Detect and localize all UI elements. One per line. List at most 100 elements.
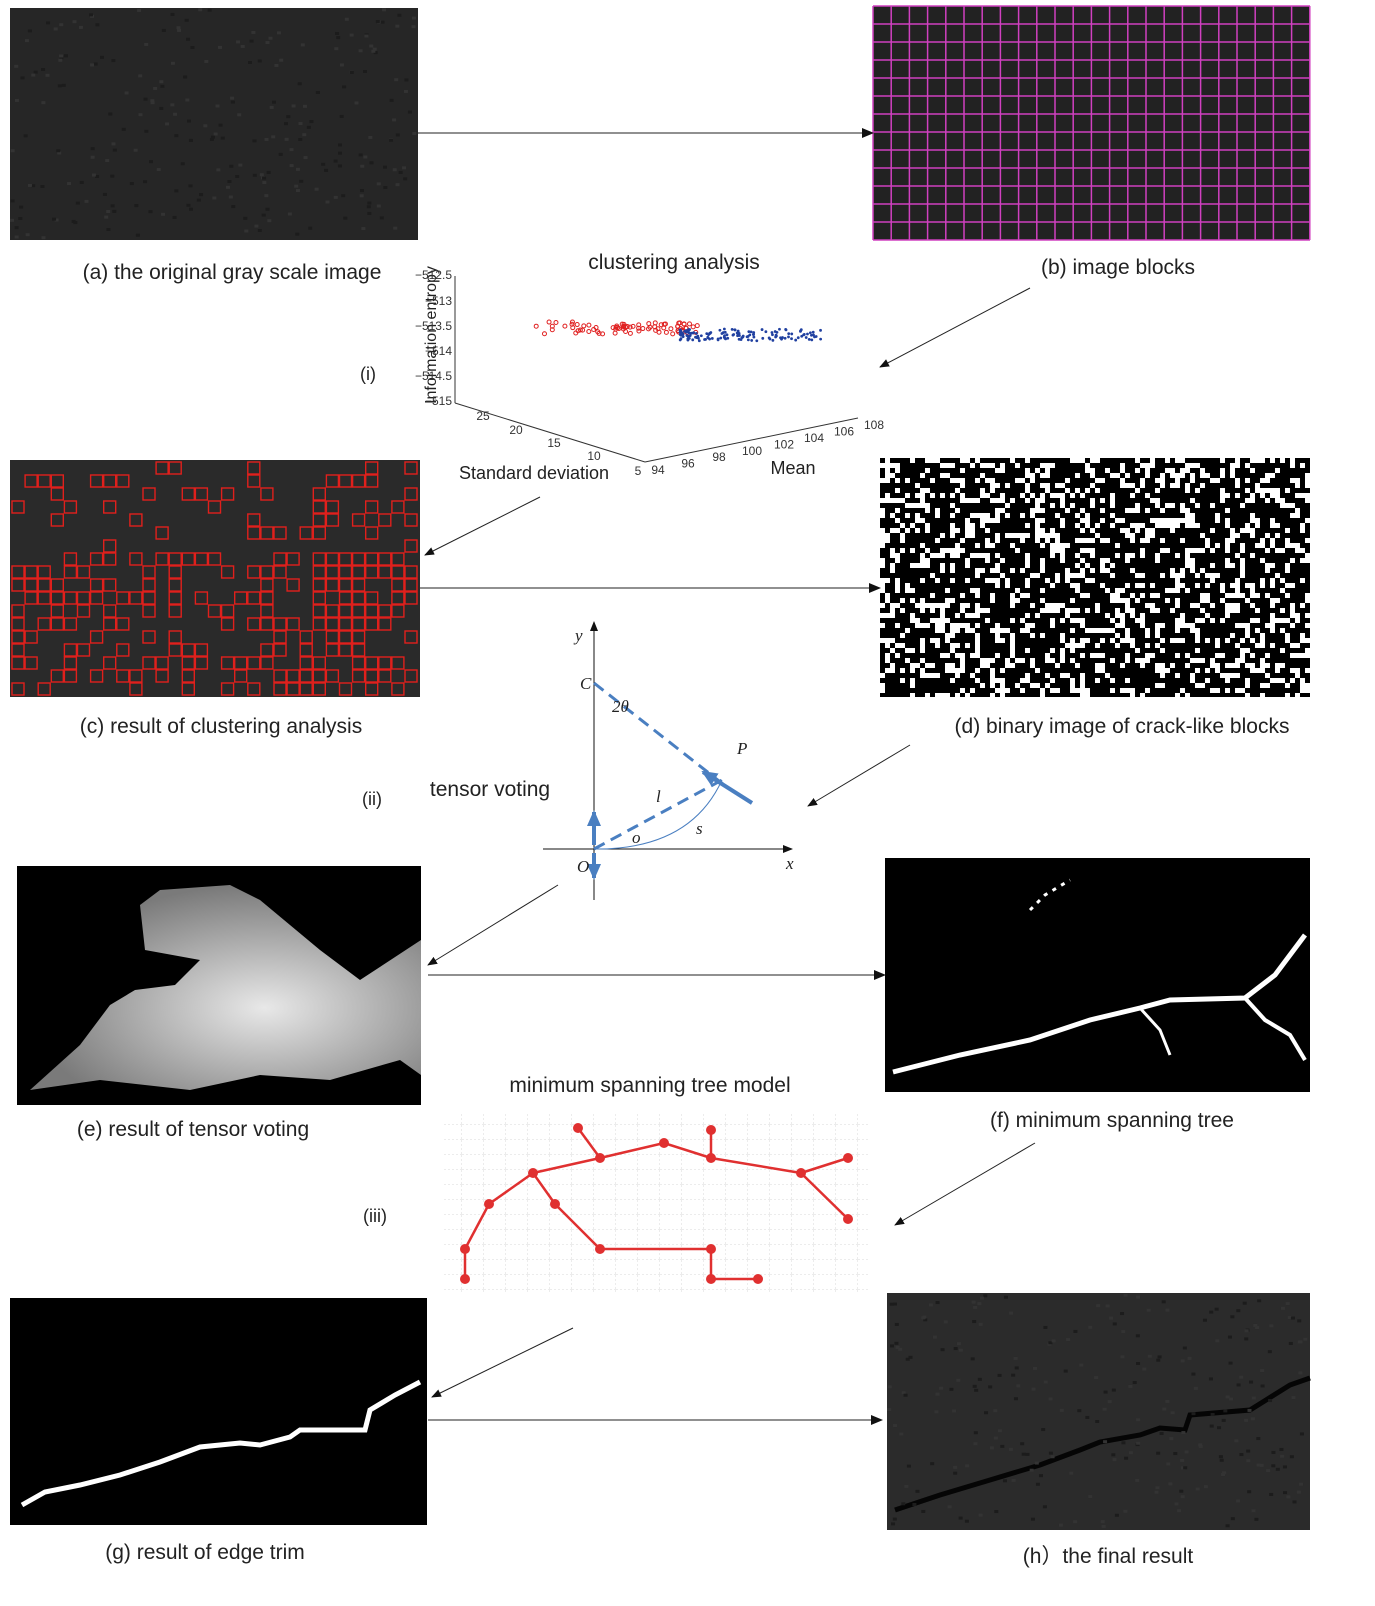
binary-pixel [935, 643, 940, 648]
binary-pixel [1215, 513, 1220, 518]
binary-pixel [1180, 573, 1185, 578]
binary-pixel [1250, 498, 1255, 503]
texture [1257, 1299, 1261, 1302]
scatter-point [680, 334, 683, 337]
texture [361, 227, 365, 230]
binary-pixel [930, 493, 935, 498]
texture [185, 19, 189, 22]
binary-pixel [900, 668, 905, 673]
binary-pixel [945, 618, 950, 623]
binary-pixel [1050, 583, 1055, 588]
binary-pixel [950, 523, 955, 528]
binary-pixel [960, 608, 965, 613]
texture [25, 39, 29, 42]
binary-pixel [1025, 583, 1030, 588]
binary-pixel [1205, 668, 1210, 673]
tree-node [460, 1274, 470, 1284]
texture [1291, 1317, 1295, 1320]
binary-pixel [945, 598, 950, 603]
texture [1101, 1520, 1105, 1523]
binary-pixel [1195, 488, 1200, 493]
scatter-point [695, 336, 698, 339]
binary-pixel [910, 613, 915, 618]
panel-clustering [10, 460, 420, 697]
texture [24, 134, 28, 137]
texture [984, 1411, 988, 1414]
texture [408, 111, 412, 114]
binary-pixel [1265, 548, 1270, 553]
texture [1060, 1409, 1064, 1412]
binary-pixel [1190, 673, 1195, 678]
scatter-point [534, 324, 538, 328]
binary-pixel [1175, 638, 1180, 643]
binary-pixel [1005, 663, 1010, 668]
binary-pixel [1075, 513, 1080, 518]
binary-pixel [1240, 623, 1245, 628]
texture [272, 101, 276, 104]
binary-pixel [1045, 533, 1050, 538]
texture [1183, 1347, 1187, 1350]
binary-pixel [1060, 483, 1065, 488]
binary-pixel [920, 658, 925, 663]
binary-pixel [1160, 538, 1165, 543]
texture [150, 99, 154, 102]
binary-pixel [1200, 533, 1205, 538]
binary-pixel [1230, 673, 1235, 678]
binary-pixel [895, 518, 900, 523]
binary-pixel [1155, 593, 1160, 598]
binary-pixel [1070, 638, 1075, 643]
binary-pixel [985, 553, 990, 558]
texture [1004, 1296, 1008, 1299]
binary-pixel [880, 563, 885, 568]
texture [113, 149, 117, 152]
binary-pixel [1110, 573, 1115, 578]
binary-pixel [1150, 463, 1155, 468]
binary-pixel [1175, 578, 1180, 583]
binary-pixel [1135, 508, 1140, 513]
texture [948, 1505, 952, 1508]
binary-pixel [1140, 523, 1145, 528]
texture [974, 1389, 978, 1392]
binary-pixel [1255, 458, 1260, 463]
binary-pixel [1240, 648, 1245, 653]
binary-pixel [1160, 483, 1165, 488]
binary-pixel [1170, 573, 1175, 578]
texture [1215, 1339, 1219, 1342]
binary-pixel [955, 628, 960, 633]
binary-pixel [1275, 523, 1280, 528]
binary-pixel [1025, 613, 1030, 618]
binary-pixel [1065, 608, 1070, 613]
binary-pixel [1085, 548, 1090, 553]
binary-pixel [880, 638, 885, 643]
binary-pixel [900, 598, 905, 603]
binary-pixel [885, 578, 890, 583]
binary-pixel [935, 458, 940, 463]
binary-pixel [995, 638, 1000, 643]
binary-pixel [1000, 688, 1005, 693]
binary-pixel [1040, 473, 1045, 478]
binary-pixel [1020, 618, 1025, 623]
texture [994, 1510, 998, 1513]
binary-pixel [880, 478, 885, 483]
binary-pixel [1120, 478, 1125, 483]
texture [1260, 1464, 1264, 1467]
binary-pixel [1170, 473, 1175, 478]
texture [1198, 1443, 1202, 1446]
binary-pixel [985, 463, 990, 468]
binary-pixel [935, 628, 940, 633]
binary-pixel [885, 463, 890, 468]
binary-pixel [945, 663, 950, 668]
binary-pixel [1275, 678, 1280, 683]
binary-pixel [950, 568, 955, 573]
binary-pixel [920, 638, 925, 643]
binary-pixel [1235, 673, 1240, 678]
binary-pixel [1290, 503, 1295, 508]
binary-pixel [1225, 678, 1230, 683]
binary-pixel [1300, 678, 1305, 683]
texture [189, 208, 193, 211]
binary-pixel [1300, 548, 1305, 553]
texture [95, 23, 99, 26]
binary-pixel [1165, 668, 1170, 673]
binary-pixel [975, 668, 980, 673]
binary-pixel [1020, 493, 1025, 498]
